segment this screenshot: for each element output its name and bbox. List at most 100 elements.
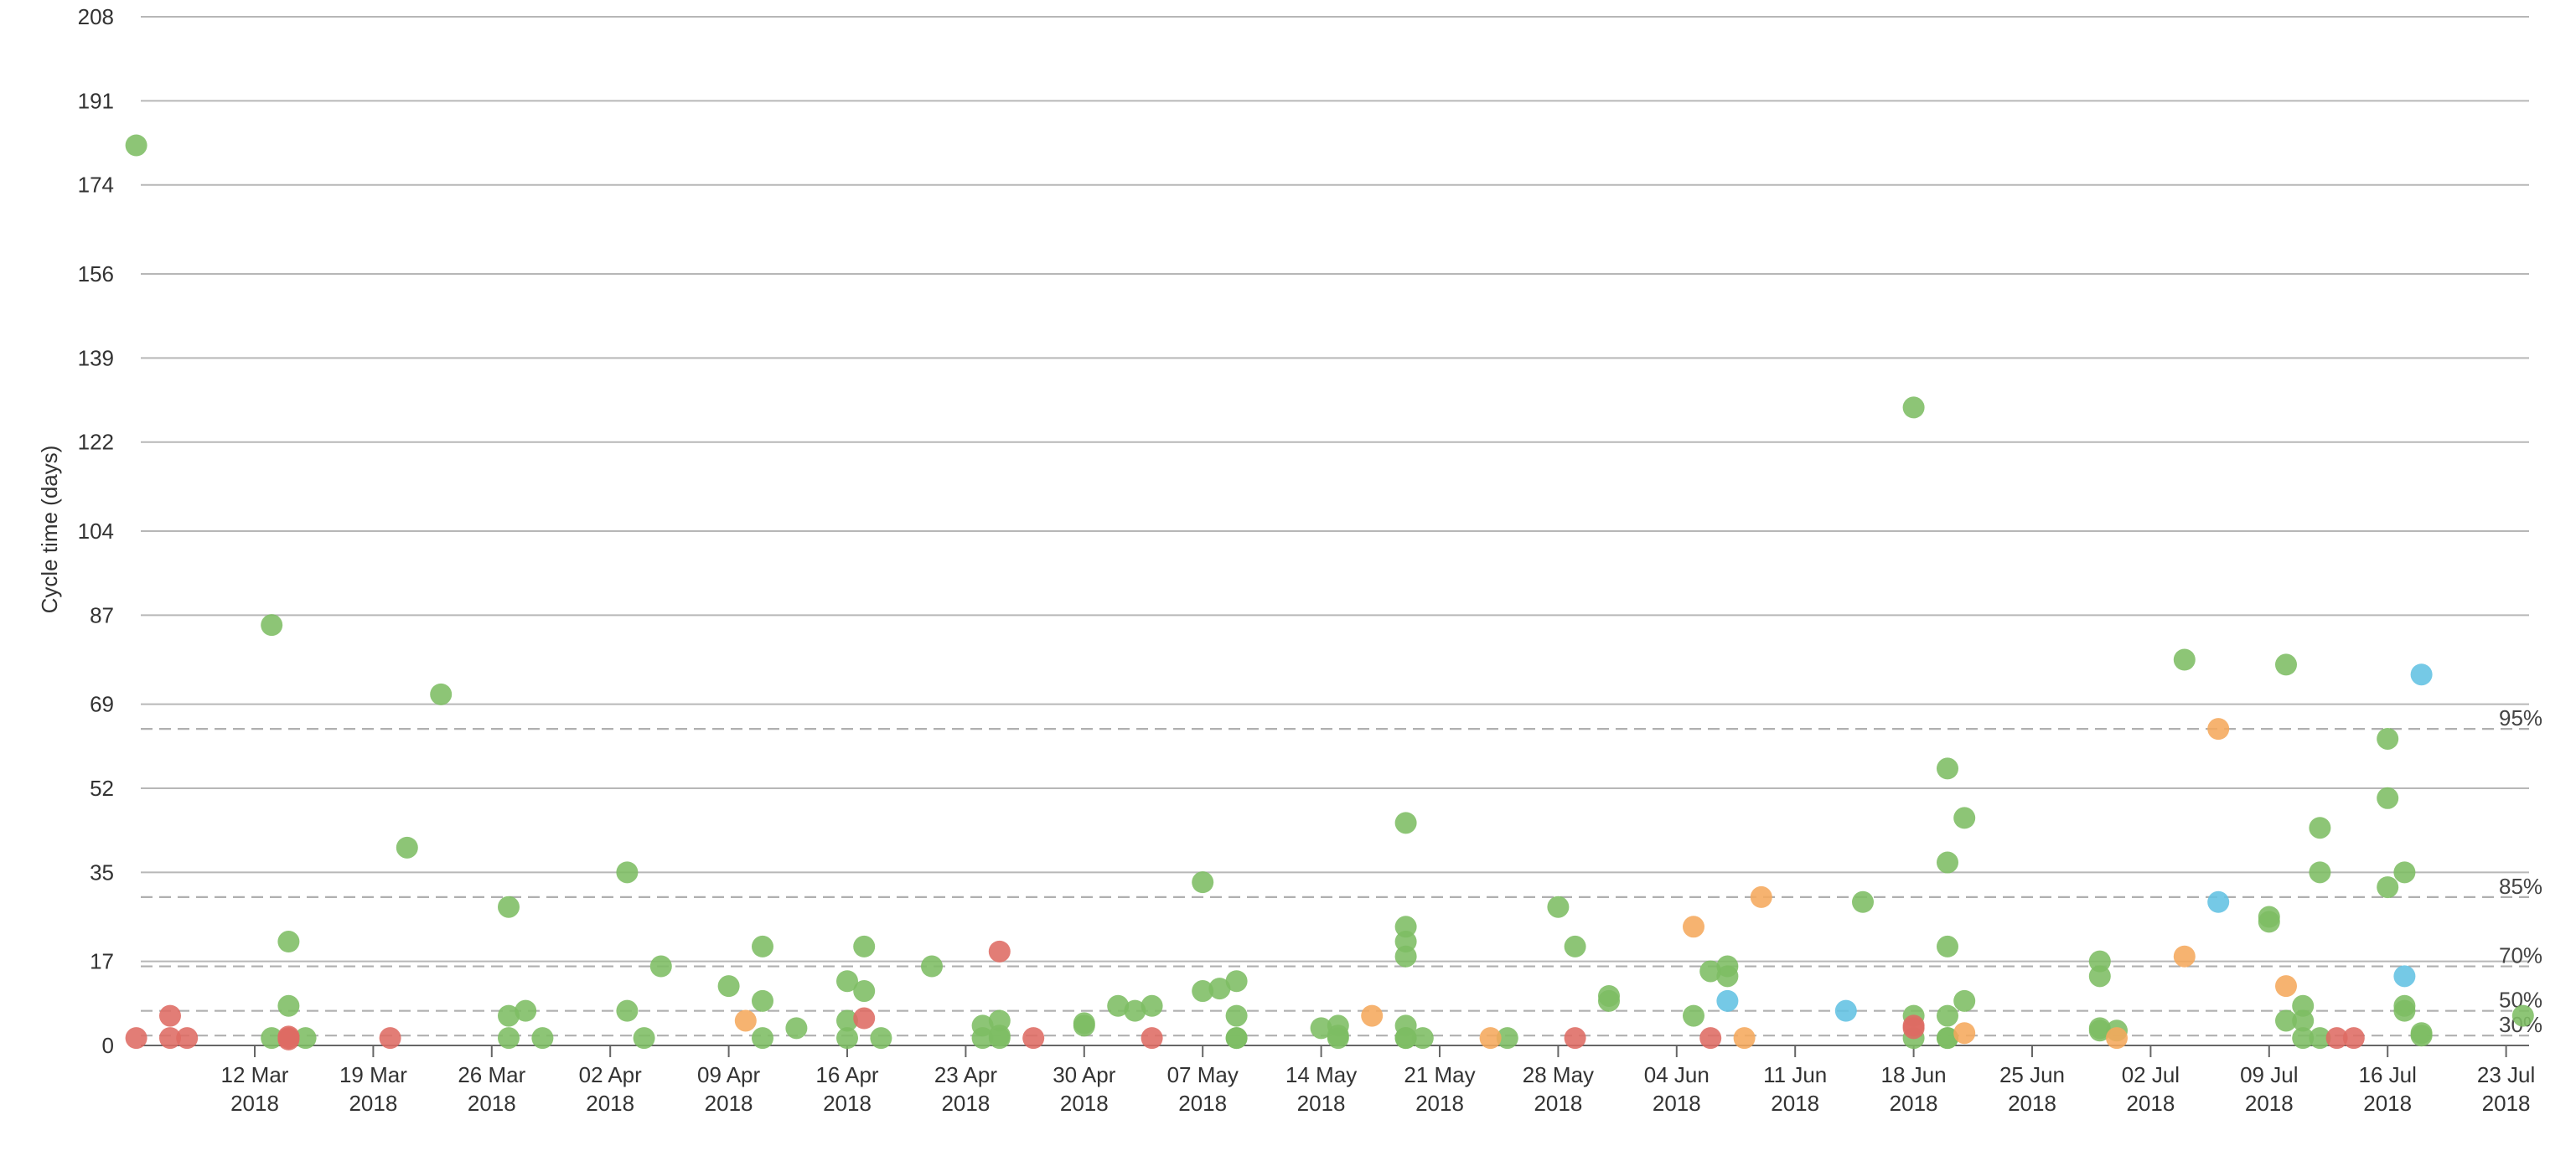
data-point-green[interactable]: [2309, 1027, 2331, 1050]
data-point-red[interactable]: [2325, 1027, 2348, 1050]
data-point-green[interactable]: [1902, 396, 1925, 419]
data-point-green[interactable]: [1953, 989, 1976, 1012]
data-point-blue[interactable]: [1716, 989, 1739, 1012]
data-point-orange[interactable]: [2173, 945, 2196, 968]
data-point-red[interactable]: [853, 1007, 876, 1030]
data-point-green[interactable]: [294, 1027, 317, 1050]
data-point-orange[interactable]: [1683, 916, 1704, 938]
data-point-green[interactable]: [1937, 851, 1958, 874]
data-point-green[interactable]: [616, 999, 639, 1022]
data-point-red[interactable]: [1022, 1027, 1045, 1050]
data-point-green[interactable]: [277, 994, 300, 1017]
data-point-green[interactable]: [1937, 935, 1958, 957]
data-point-green[interactable]: [1699, 960, 1722, 983]
data-point-green[interactable]: [1683, 1004, 1704, 1027]
data-point-green[interactable]: [752, 935, 773, 957]
data-point-green[interactable]: [261, 614, 283, 637]
data-point-red[interactable]: [176, 1027, 199, 1050]
data-point-blue[interactable]: [2393, 965, 2416, 988]
data-point-green[interactable]: [785, 1017, 808, 1040]
data-point-orange[interactable]: [1479, 1027, 1502, 1050]
data-point-green[interactable]: [853, 935, 876, 957]
data-point-green[interactable]: [1852, 890, 1874, 913]
data-point-green[interactable]: [836, 970, 858, 993]
data-point-green[interactable]: [1598, 989, 1620, 1012]
data-point-green[interactable]: [2292, 1009, 2315, 1032]
data-point-orange[interactable]: [734, 1009, 757, 1032]
data-point-green[interactable]: [1937, 1027, 1958, 1050]
data-point-green[interactable]: [515, 999, 537, 1022]
data-point-green[interactable]: [2511, 1004, 2534, 1027]
data-point-green[interactable]: [2292, 1027, 2315, 1050]
data-point-red[interactable]: [379, 1027, 401, 1050]
data-point-red[interactable]: [125, 1027, 147, 1050]
data-point-green[interactable]: [277, 931, 300, 953]
data-point-green[interactable]: [2088, 965, 2111, 988]
data-point-green[interactable]: [1937, 1004, 1958, 1027]
data-point-green[interactable]: [1107, 994, 1130, 1017]
data-point-green[interactable]: [498, 1027, 520, 1050]
data-point-green[interactable]: [1953, 807, 1976, 829]
data-point-orange[interactable]: [1750, 885, 1772, 908]
data-point-green[interactable]: [2393, 861, 2416, 884]
data-point-green[interactable]: [1327, 1025, 1349, 1047]
data-point-green[interactable]: [498, 896, 520, 918]
data-point-green[interactable]: [1394, 812, 1417, 834]
data-point-red[interactable]: [988, 940, 1011, 963]
data-point-green[interactable]: [2393, 999, 2416, 1022]
data-point-orange[interactable]: [1361, 1004, 1384, 1027]
data-point-green[interactable]: [1073, 1012, 1095, 1035]
data-point-red[interactable]: [277, 1028, 300, 1050]
data-point-green[interactable]: [1716, 965, 1739, 988]
data-point-green[interactable]: [1394, 1027, 1417, 1050]
data-point-orange[interactable]: [1733, 1027, 1756, 1050]
data-point-green[interactable]: [531, 1027, 554, 1050]
data-point-green[interactable]: [1208, 978, 1231, 1000]
data-point-green[interactable]: [2088, 1019, 2111, 1042]
data-point-green[interactable]: [616, 861, 639, 884]
data-point-green[interactable]: [1411, 1027, 1434, 1050]
data-point-green[interactable]: [649, 955, 672, 978]
data-point-green[interactable]: [261, 1027, 283, 1050]
data-point-green[interactable]: [2309, 861, 2331, 884]
data-point-green[interactable]: [2410, 1022, 2433, 1045]
data-point-green[interactable]: [1141, 994, 1163, 1017]
data-point-green[interactable]: [1394, 945, 1417, 968]
data-point-green[interactable]: [1937, 757, 1958, 780]
data-point-green[interactable]: [2377, 727, 2399, 750]
data-point-red[interactable]: [159, 1004, 181, 1027]
data-point-green[interactable]: [498, 1004, 520, 1027]
data-point-green[interactable]: [1225, 1004, 1248, 1027]
data-point-orange[interactable]: [2275, 975, 2297, 998]
data-point-green[interactable]: [1124, 999, 1146, 1022]
data-point-blue[interactable]: [1834, 999, 1857, 1022]
data-point-red[interactable]: [2342, 1027, 2365, 1050]
data-point-green[interactable]: [752, 1027, 773, 1050]
data-point-red[interactable]: [159, 1027, 181, 1050]
data-point-green[interactable]: [853, 980, 876, 1003]
data-point-orange[interactable]: [1953, 1022, 1976, 1045]
data-point-green[interactable]: [2377, 876, 2399, 899]
data-point-green[interactable]: [1192, 980, 1214, 1003]
data-point-green[interactable]: [430, 683, 453, 705]
data-point-red[interactable]: [1902, 1017, 1925, 1040]
data-point-green[interactable]: [1564, 935, 1586, 957]
data-point-green[interactable]: [1192, 871, 1214, 894]
data-point-green[interactable]: [988, 1025, 1011, 1047]
data-point-blue[interactable]: [2207, 890, 2230, 913]
data-point-green[interactable]: [971, 1027, 994, 1050]
data-point-green[interactable]: [921, 955, 943, 978]
data-point-blue[interactable]: [2410, 663, 2433, 686]
data-point-green[interactable]: [1310, 1017, 1332, 1040]
data-point-orange[interactable]: [2106, 1027, 2128, 1050]
data-point-green[interactable]: [752, 989, 773, 1012]
data-point-red[interactable]: [1564, 1027, 1586, 1050]
data-point-green[interactable]: [633, 1027, 655, 1050]
data-point-green[interactable]: [2377, 787, 2399, 809]
data-point-green[interactable]: [2275, 1009, 2297, 1032]
data-point-green[interactable]: [1225, 970, 1248, 993]
data-point-green[interactable]: [836, 1027, 858, 1050]
data-point-green[interactable]: [1547, 896, 1570, 918]
data-point-green[interactable]: [2258, 906, 2280, 928]
data-point-green[interactable]: [2275, 653, 2297, 676]
